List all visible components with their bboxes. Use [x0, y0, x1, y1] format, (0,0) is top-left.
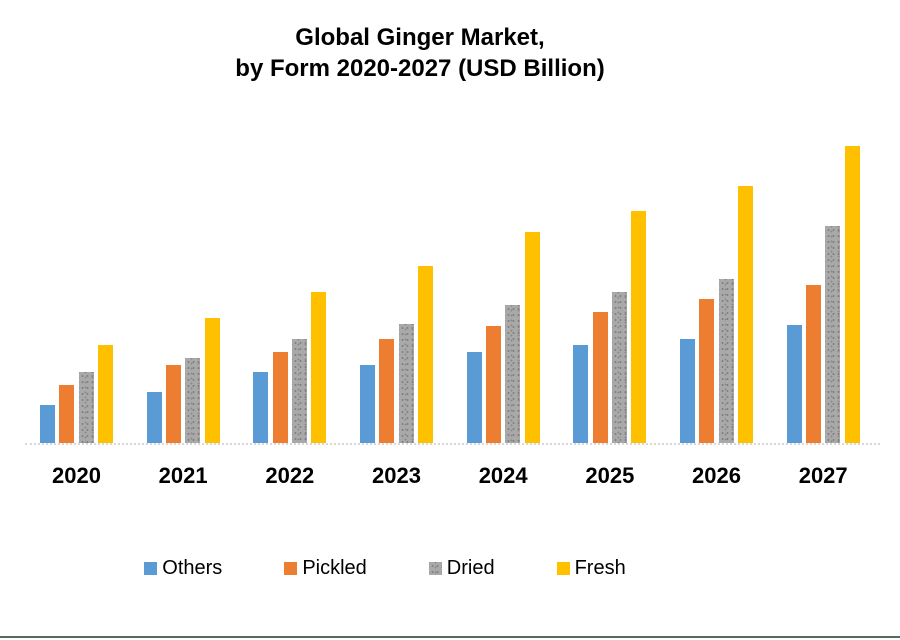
bar-2020-pickled [59, 385, 75, 443]
bar-2022-fresh [311, 292, 327, 443]
bar-2020-others [40, 405, 55, 443]
bar-2025-dried [612, 292, 627, 443]
bar-2023-dried [398, 324, 414, 443]
x-axis-label-2020: 2020 [52, 463, 101, 488]
bar-2024-pickled [486, 326, 501, 443]
bar-2026-dried [718, 279, 734, 443]
x-axis-label-2021: 2021 [158, 463, 208, 488]
legend-item-dried: Dried [428, 557, 495, 579]
legend-swatch-fresh [556, 561, 570, 575]
bar-2022-others [253, 372, 269, 443]
bar-2027-others [786, 325, 802, 443]
bar-2026-fresh [738, 186, 753, 443]
bar-2025-others [573, 345, 589, 443]
bar-2020-fresh [97, 345, 113, 443]
bottom-border-rule [0, 636, 900, 638]
x-axis-label-2022: 2022 [265, 463, 315, 488]
x-axis-label-2025: 2025 [585, 463, 635, 488]
legend: Others Pickled Dried Fresh [0, 558, 770, 578]
legend-label-fresh: Fresh [574, 557, 626, 579]
bar-2021-dried [185, 358, 201, 443]
bar-2021-fresh [204, 318, 220, 443]
x-axis-label-2024: 2024 [478, 463, 528, 488]
bar-2023-others [360, 365, 375, 443]
x-axis-label-2026: 2026 [692, 463, 741, 488]
legend-label-others: Others [162, 557, 223, 579]
legend-label-dried: Dried [446, 557, 495, 579]
legend-item-others: Others [144, 558, 222, 578]
bar-2027-pickled [806, 285, 822, 443]
legend-item-fresh: Fresh [556, 557, 626, 579]
legend-swatch-others [144, 561, 158, 575]
bar-2022-pickled [272, 352, 288, 443]
x-axis-line [25, 443, 880, 445]
bar-2024-fresh [524, 232, 540, 443]
legend-swatch-dried [428, 561, 442, 575]
legend-item-pickled: Pickled [284, 557, 367, 579]
bar-2026-others [680, 339, 696, 443]
bar-2027-dried [825, 226, 841, 443]
x-axis-label-2023: 2023 [372, 463, 421, 488]
bar-2021-pickled [166, 365, 181, 443]
bar-2025-pickled [592, 312, 608, 443]
bar-2026-pickled [699, 299, 715, 443]
bar-2023-pickled [379, 339, 395, 443]
chart-title: Global Ginger Market, by Form 2020-2027 … [0, 22, 840, 84]
bar-2021-others [146, 392, 162, 443]
bar-2020-dried [78, 372, 94, 443]
legend-label-pickled: Pickled [302, 557, 367, 579]
bar-2027-fresh [844, 146, 860, 443]
chart-title-line1: Global Ginger Market, [295, 24, 545, 51]
chart-title-line2: by Form 2020-2027 (USD Billion) [235, 55, 605, 82]
bar-2023-fresh [418, 266, 433, 443]
bar-2024-dried [505, 305, 521, 443]
bar-2022-dried [292, 339, 307, 443]
bar-2024-others [466, 352, 482, 443]
legend-swatch-pickled [284, 561, 298, 575]
x-axis-label-2027: 2027 [798, 463, 848, 488]
bar-2025-fresh [631, 211, 647, 443]
